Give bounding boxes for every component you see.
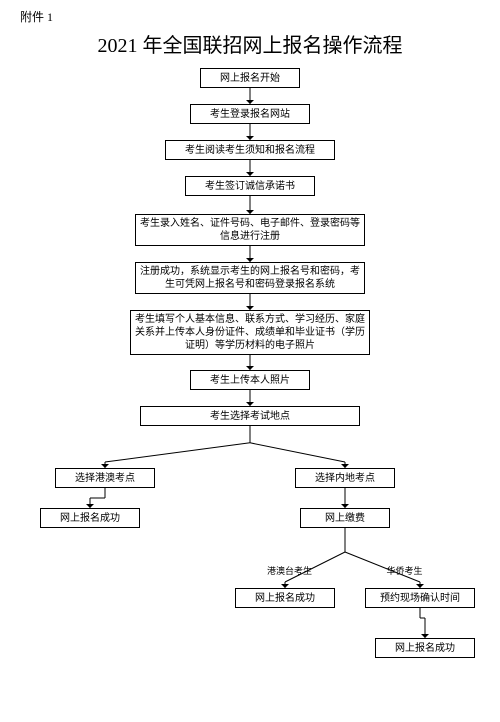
flow-node-n13: 网上缴费 xyxy=(300,508,390,528)
flow-node-n1: 网上报名开始 xyxy=(200,68,300,88)
flow-node-n14: 网上报名成功 xyxy=(235,588,335,608)
page-title: 2021 年全国联招网上报名操作流程 xyxy=(20,29,480,58)
edge-label: 华侨考生 xyxy=(387,564,423,577)
flow-node-n9: 考生选择考试地点 xyxy=(140,406,360,426)
flow-node-n15: 预约现场确认时间 xyxy=(365,588,475,608)
flow-node-n16: 网上报名成功 xyxy=(375,638,475,658)
flow-node-n11: 选择内地考点 xyxy=(295,468,395,488)
attachment-label: 附件 1 xyxy=(20,8,480,25)
flow-node-n5: 考生录入姓名、证件号码、电子邮件、登录密码等信息进行注册 xyxy=(135,214,365,246)
flow-node-n8: 考生上传本人照片 xyxy=(190,370,310,390)
flow-node-n6: 注册成功，系统显示考生的网上报名号和密码，考生可凭网上报名号和密码登录报名系统 xyxy=(135,262,365,294)
flow-node-n2: 考生登录报名网站 xyxy=(190,104,310,124)
flowchart-area: 网上报名开始考生登录报名网站考生阅读考生须知和报名流程考生签订诚信承诺书考生录入… xyxy=(20,68,480,708)
flow-node-n4: 考生签订诚信承诺书 xyxy=(185,176,315,196)
flow-node-n10: 选择港澳考点 xyxy=(55,468,155,488)
page-root: 附件 1 2021 年全国联招网上报名操作流程 网上报名开始考生登录报名网站考生… xyxy=(0,0,500,722)
flow-node-n7: 考生填写个人基本信息、联系方式、学习经历、家庭关系并上传本人身份证件、成绩单和毕… xyxy=(130,310,370,355)
edge-label: 港澳台考生 xyxy=(267,564,312,577)
flow-node-n3: 考生阅读考生须知和报名流程 xyxy=(165,140,335,160)
flow-node-n12: 网上报名成功 xyxy=(40,508,140,528)
